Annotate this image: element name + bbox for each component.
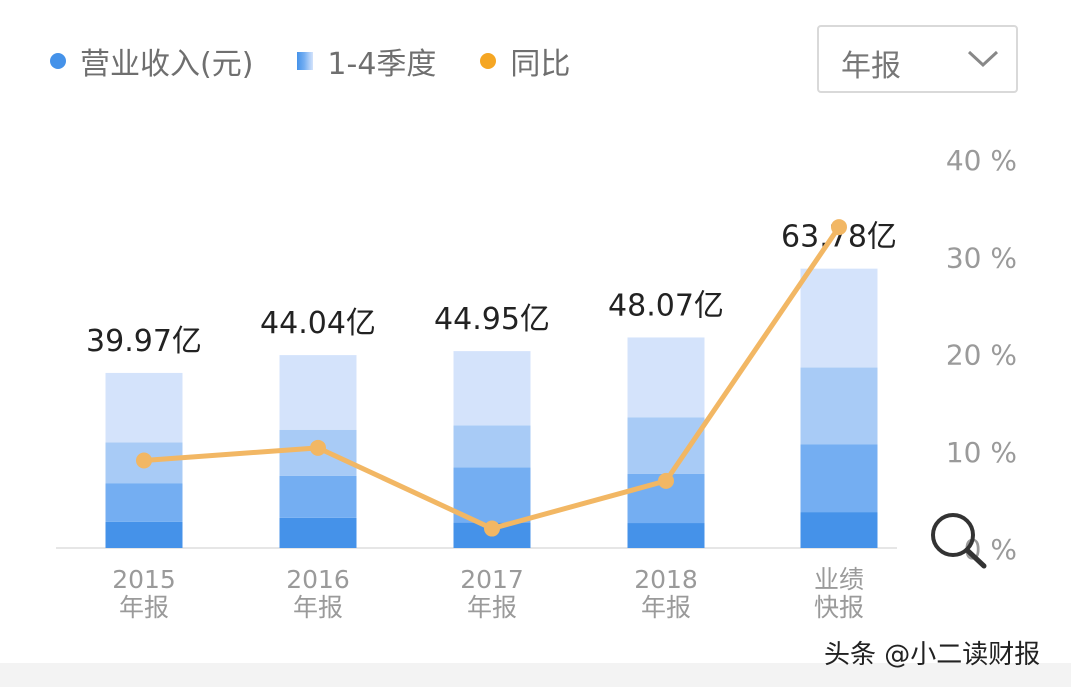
yoy-point [484, 520, 500, 537]
x-axis-tick-label: 2017 [460, 565, 524, 594]
x-axis-tick-label: 年报 [467, 593, 517, 622]
bar-value-label: 48.07亿 [608, 288, 724, 323]
report-type-dropdown[interactable]: 年报 [817, 25, 1018, 93]
yoy-legend-dot-icon [480, 53, 497, 69]
bar-segment-q2 [105, 483, 183, 522]
bar-segment-q1 [627, 523, 705, 548]
bar-value-label: 39.97亿 [86, 324, 202, 359]
x-axis-tick-label: 业绩 [814, 565, 864, 594]
watermark-credit: 头条 @小二读财报 [824, 640, 1041, 670]
yoy-point [658, 472, 674, 489]
legend-label-yoy: 同比 [510, 47, 571, 82]
x-axis-tick-label: 年报 [641, 593, 691, 622]
bar-segment-q1 [105, 521, 183, 548]
bar-value-label: 44.95亿 [434, 302, 550, 337]
yoy-point [310, 439, 326, 456]
bar-segment-q2 [453, 467, 531, 523]
x-axis-tick-label: 2018 [634, 565, 698, 594]
bar-segment-q4 [800, 268, 878, 368]
right-axis-tick-label: 40 % [946, 144, 1017, 177]
bar-segment-q3 [800, 367, 878, 445]
bar-segment-q4 [453, 351, 531, 426]
bar-segment-q4 [627, 337, 705, 418]
legend-label-quarters: 1-4季度 [327, 47, 437, 82]
bar-segment-q4 [279, 355, 357, 430]
right-axis-tick-label: 10 % [946, 436, 1017, 469]
bar-segment-q4 [105, 372, 183, 443]
right-axis-tick-label: 20 % [946, 339, 1017, 372]
x-axis-tick-label: 快报 [814, 593, 864, 622]
magnifier-icon[interactable] [926, 508, 992, 574]
bar-segment-q2 [279, 475, 357, 518]
dropdown-selected-value: 年报 [841, 49, 901, 84]
legend-label-revenue: 营业收入(元) [80, 47, 254, 82]
yoy-point [831, 219, 847, 236]
x-axis-tick-label: 年报 [119, 593, 169, 622]
chart-legend: 营业收入(元) 1-4季度 同比 [50, 36, 614, 86]
bar-segment-q1 [279, 517, 357, 548]
bottom-strip [0, 663, 1071, 687]
x-axis-tick-label: 年报 [293, 593, 343, 622]
bar-segment-q1 [800, 512, 878, 548]
legend-item-revenue[interactable]: 营业收入(元) [50, 39, 253, 83]
right-axis-tick-label: 30 % [946, 241, 1017, 274]
revenue-legend-dot-icon [50, 53, 66, 69]
bar-value-label: 44.04亿 [260, 306, 376, 341]
x-axis-tick-label: 2015 [112, 565, 176, 594]
legend-item-yoy[interactable]: 同比 [480, 39, 570, 83]
x-axis-tick-label: 2016 [286, 565, 350, 594]
legend-item-quarters[interactable]: 1-4季度 [297, 39, 436, 83]
quarters-legend-gradient-icon [297, 52, 314, 70]
yoy-point [136, 452, 152, 469]
bar-segment-q3 [453, 425, 531, 468]
chevron-down-icon [967, 50, 999, 68]
bar-segment-q2 [800, 444, 878, 513]
